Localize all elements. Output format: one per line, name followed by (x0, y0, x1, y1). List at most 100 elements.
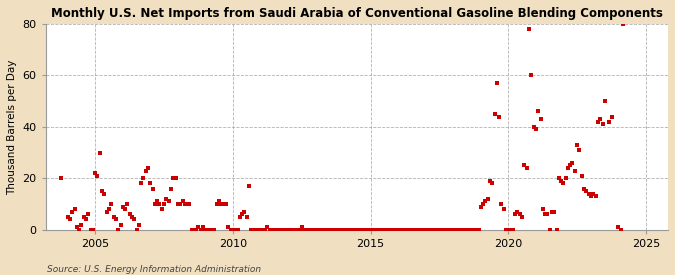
Point (301, 228, 312, 232)
Point (69, 207, 80, 211)
Point (214, 199, 225, 204)
Point (542, 212, 553, 216)
Point (485, 179, 495, 183)
Point (503, 228, 514, 232)
Point (381, 228, 392, 232)
Point (136, 181, 146, 186)
Point (358, 228, 369, 232)
Point (111, 217, 122, 222)
Point (234, 215, 245, 219)
Point (563, 166, 574, 170)
Point (262, 225, 273, 229)
Point (554, 176, 564, 180)
Point (411, 228, 422, 232)
Point (372, 228, 383, 232)
Point (529, 125, 539, 129)
Point (547, 210, 558, 214)
Point (292, 228, 302, 232)
Point (221, 202, 232, 206)
Point (496, 202, 507, 206)
Point (97, 189, 107, 193)
Point (551, 228, 562, 232)
Point (480, 199, 491, 204)
Point (460, 228, 470, 232)
Point (494, 114, 505, 119)
Point (427, 228, 438, 232)
Point (62, 215, 73, 219)
Point (209, 228, 220, 232)
Point (375, 228, 385, 232)
Point (198, 225, 209, 229)
Point (273, 228, 284, 232)
Point (585, 194, 596, 199)
Point (354, 228, 364, 232)
Point (280, 228, 291, 232)
Point (578, 186, 589, 191)
Point (423, 228, 433, 232)
Point (344, 228, 355, 232)
Point (470, 228, 481, 232)
Point (439, 228, 450, 232)
Point (599, 99, 610, 103)
Point (616, 228, 626, 232)
Point (219, 202, 230, 206)
Point (443, 228, 454, 232)
Point (425, 228, 436, 232)
Point (319, 228, 330, 232)
Point (184, 202, 195, 206)
Point (147, 186, 158, 191)
Point (108, 215, 119, 219)
Point (466, 228, 477, 232)
Point (473, 228, 484, 232)
Point (310, 228, 321, 232)
Point (90, 171, 101, 175)
Point (352, 228, 362, 232)
Point (140, 168, 151, 173)
Point (322, 228, 333, 232)
Point (237, 212, 248, 216)
Point (590, 194, 601, 199)
Point (342, 228, 353, 232)
Point (574, 148, 585, 152)
Point (131, 228, 142, 232)
Point (74, 228, 84, 232)
Point (200, 228, 211, 232)
Point (313, 228, 323, 232)
Point (92, 174, 103, 178)
Point (597, 122, 608, 127)
Point (565, 163, 576, 168)
Point (253, 228, 264, 232)
Point (163, 199, 174, 204)
Point (464, 228, 475, 232)
Point (567, 161, 578, 165)
Point (521, 166, 532, 170)
Point (402, 228, 412, 232)
Point (76, 222, 87, 227)
Point (537, 207, 548, 211)
Point (308, 228, 319, 232)
Point (572, 143, 583, 147)
Point (524, 27, 535, 31)
Point (159, 202, 169, 206)
Point (441, 228, 452, 232)
Point (271, 228, 282, 232)
Point (446, 228, 456, 232)
Point (244, 184, 254, 188)
Point (413, 228, 424, 232)
Point (202, 228, 213, 232)
Point (539, 212, 550, 216)
Point (223, 225, 234, 229)
Point (83, 212, 94, 216)
Point (165, 186, 176, 191)
Point (367, 228, 378, 232)
Point (516, 215, 527, 219)
Point (246, 228, 256, 232)
Text: Source: U.S. Energy Information Administration: Source: U.S. Energy Information Administ… (47, 265, 261, 274)
Point (250, 228, 261, 232)
Point (347, 228, 358, 232)
Point (340, 228, 351, 232)
Point (294, 228, 305, 232)
Point (230, 228, 240, 232)
Point (172, 202, 183, 206)
Point (216, 202, 227, 206)
